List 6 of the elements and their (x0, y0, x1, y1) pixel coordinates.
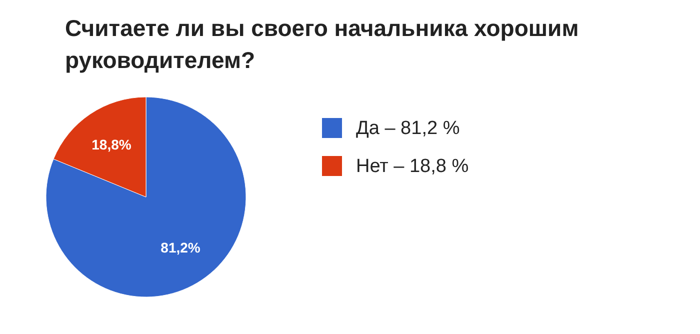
legend-label: Да – 81,2 % (356, 118, 460, 139)
pie-slice (46, 96, 246, 298)
legend-label: Нет – 18,8 % (356, 156, 469, 177)
data-label: 18,8% (92, 136, 132, 153)
data-label: 81,2% (160, 239, 201, 256)
chart-title: Считаете ли вы своего начальника хорошим руководителем? (65, 14, 580, 75)
